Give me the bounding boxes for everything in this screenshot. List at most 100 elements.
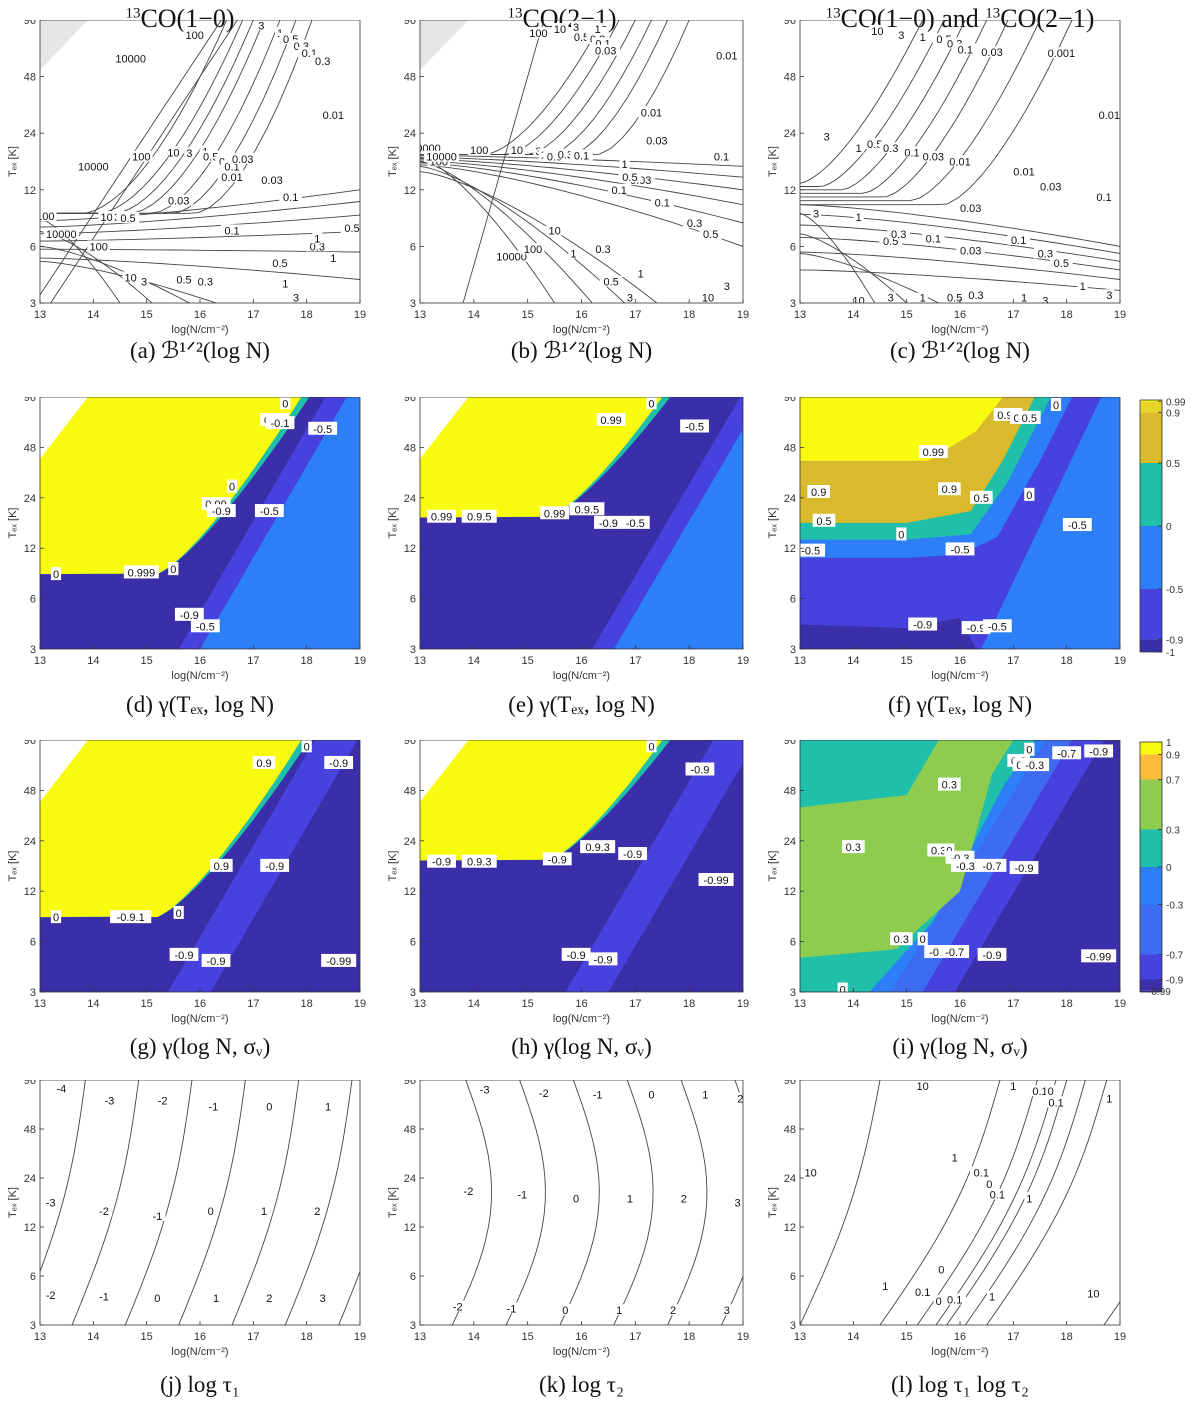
x-tick-label: 13 xyxy=(34,1331,46,1343)
contour-label-box xyxy=(427,854,456,868)
panel-f: 0.990.90.500.990.90.90.50.500-0.5-0.5-0.… xyxy=(767,397,1126,682)
contour-label-box xyxy=(620,515,650,529)
contour-label: 3 xyxy=(1042,295,1048,307)
contour-label-box xyxy=(427,509,456,523)
contour-label: -0.9 xyxy=(594,954,613,966)
x-tick-label: 17 xyxy=(247,1331,259,1343)
contour-label: 0.1 xyxy=(974,1167,989,1179)
contour-label: 1 xyxy=(638,269,644,281)
x-tick-label: 16 xyxy=(954,1331,966,1343)
colorbar-band xyxy=(1140,754,1162,780)
x-tick-label: 16 xyxy=(194,998,206,1010)
contour-label: 10000 xyxy=(426,152,457,164)
contour-label-box xyxy=(646,740,657,753)
panel-g: 0 -0.9 0.9 0.9 -0.9 0 -0.9.1 0 -0.9 -0.9 -0.99 13 14… xyxy=(7,740,366,1025)
contour-label-box xyxy=(619,157,630,169)
contour-label: 0.3 xyxy=(942,780,957,792)
contour-label: 0 xyxy=(573,1193,579,1205)
contour-label-box xyxy=(50,910,62,924)
contour-label: 0.9 xyxy=(256,758,271,770)
contour-line xyxy=(613,1080,654,1325)
y-tick-label: 96 xyxy=(784,1080,796,1087)
contour-line xyxy=(916,1080,1038,1325)
contour-label-box xyxy=(678,1192,689,1204)
colorbar-band xyxy=(1140,979,1162,991)
contour-line xyxy=(40,201,360,228)
colorbar-tick-label: -0.9 xyxy=(1166,635,1184,646)
contour-label: 0 xyxy=(282,398,288,410)
contour-label: 0.1 xyxy=(224,225,239,237)
contour-label-box xyxy=(956,244,986,256)
contour-label: 0.5 xyxy=(816,516,831,528)
contour-label-box xyxy=(607,183,631,195)
contour-label-box xyxy=(101,1094,118,1106)
contour-line xyxy=(800,204,1120,247)
colorbar-tick-label: -0.5 xyxy=(1166,585,1184,596)
contour-label: 0 xyxy=(648,741,654,753)
x-tick-label: 15 xyxy=(901,998,913,1010)
contour-line xyxy=(986,1080,1108,1325)
contour-label: -0.9 xyxy=(207,956,226,968)
contour-label: 0.3 xyxy=(558,149,573,161)
contour-label: 0.01 xyxy=(221,172,242,184)
caption-d: (d) γ(Tₑₓ, log N) xyxy=(126,692,274,717)
x-axis-label: log(N/cm⁻²) xyxy=(553,1346,610,1358)
x-tick-label: 14 xyxy=(468,309,480,321)
y-tick-label: 96 xyxy=(404,1080,416,1087)
contour-label-box xyxy=(226,479,238,493)
contour-label-box xyxy=(596,412,626,426)
contour-label-box xyxy=(301,740,312,753)
contour-label: 0.3 xyxy=(1038,249,1053,261)
y-tick-label: 12 xyxy=(404,1222,416,1234)
contour-label: 10 xyxy=(871,26,883,38)
contour-label: -0.1 xyxy=(271,418,290,430)
contour-label: 0.9.3 xyxy=(467,857,491,869)
contour-label-box xyxy=(698,872,734,886)
contour-label: 3 xyxy=(141,277,147,289)
contour-label-box xyxy=(807,484,830,498)
contour-line xyxy=(40,20,254,214)
contour-label-box xyxy=(1028,1085,1052,1097)
contour-label-box xyxy=(554,148,577,160)
contour-line xyxy=(338,1270,360,1325)
y-tick-label: 6 xyxy=(790,1271,796,1283)
y-tick-label: 3 xyxy=(790,987,796,999)
panel-i: 0.30.300.3-0.3-0.7-0.90.30.30-0.3-0.3-0.… xyxy=(767,740,1126,1025)
contour-label: 1 xyxy=(952,1153,958,1165)
contour-label-box xyxy=(642,134,672,146)
contour-label-box xyxy=(879,235,902,247)
contour-label-box xyxy=(810,207,822,219)
x-tick-label: 17 xyxy=(629,655,641,667)
contour-label-box xyxy=(984,1178,995,1190)
panel-h: 0 -0.9 -0.9 0.9.3 0.9.3 -0.9 -0.9 -0.99 -0.9 -0.9… xyxy=(387,740,749,1025)
contour-label-box xyxy=(802,1166,819,1178)
x-tick-label: 16 xyxy=(954,998,966,1010)
contour-line xyxy=(800,20,924,184)
contour-label: 0.01 xyxy=(949,156,970,168)
contour-label-box xyxy=(1084,744,1114,758)
contour-label-box xyxy=(650,196,674,208)
contour-label-box xyxy=(970,490,993,504)
x-tick-label: 14 xyxy=(847,998,859,1010)
contour-label-box xyxy=(842,840,865,854)
x-tick-label: 14 xyxy=(847,309,859,321)
contour-label-box xyxy=(130,150,153,162)
y-tick-label: 96 xyxy=(404,740,416,747)
caption-f: (f) γ(Tₑₓ, log N) xyxy=(887,692,1033,717)
x-tick-label: 17 xyxy=(247,998,259,1010)
contour-label-box xyxy=(594,515,623,529)
contour-label-box xyxy=(863,138,886,150)
excluded-region xyxy=(40,20,88,71)
colorbar-gamma-tex: 0.990.9 0.5 0 -0.5 -0.9 -1 xyxy=(1139,397,1186,659)
contour-label: 0.9 xyxy=(214,861,229,873)
contour-label-box xyxy=(938,777,961,791)
x-tick-label: 15 xyxy=(522,998,534,1010)
caption-j: (j) log τ₁ xyxy=(160,1372,240,1397)
contour-label-box xyxy=(570,149,593,161)
x-tick-label: 14 xyxy=(468,655,480,667)
y-tick-label: 48 xyxy=(404,1124,416,1136)
contour-line xyxy=(800,1080,881,1325)
contour-label-box xyxy=(914,1080,931,1092)
y-tick-label: 96 xyxy=(24,20,36,27)
contour-label: 0.01 xyxy=(716,51,737,63)
